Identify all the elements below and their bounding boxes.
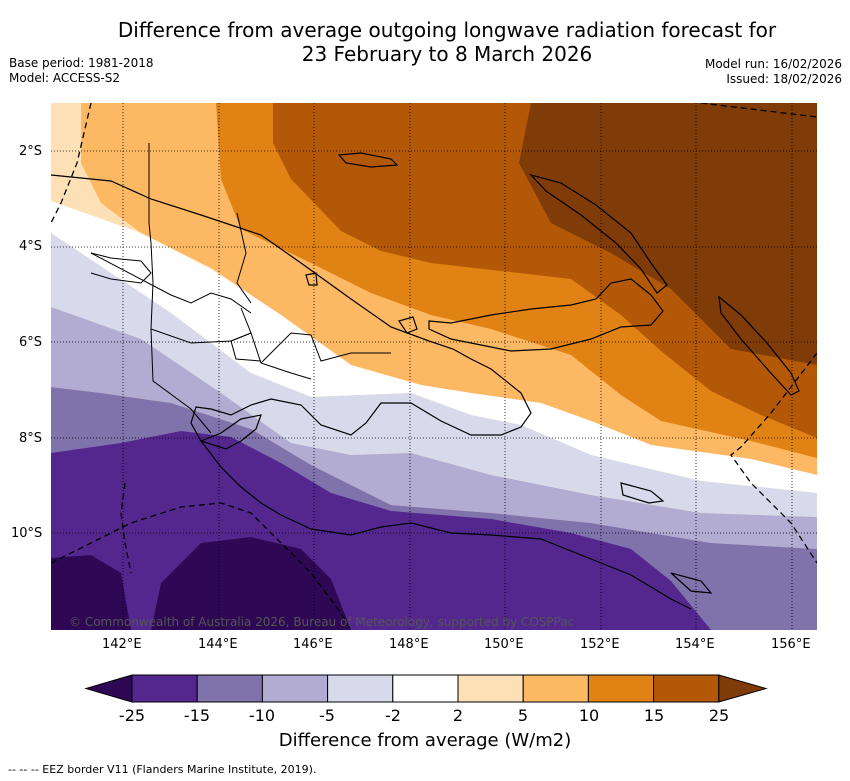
lon-label-146e: 146°E	[293, 637, 333, 652]
lon-label-152e: 152°E	[580, 637, 620, 652]
eez-border-torres	[120, 482, 132, 574]
cbar-tick-label: -2	[385, 706, 401, 725]
band-under-minus25-west	[51, 555, 131, 630]
lat-label-10s: 10°S	[11, 526, 43, 541]
cbar-tick-label: 25	[708, 706, 730, 725]
island-1	[398, 316, 418, 334]
olr-anomaly-map: © Commonwealth of Australia 2026, Bureau…	[51, 103, 817, 630]
lon-label-156e: 156°E	[771, 637, 811, 652]
colorbar-swatch	[131, 674, 198, 703]
lat-label-8s: 8°S	[19, 431, 43, 446]
province-line-4	[90, 252, 152, 284]
cbar-tick-label: 15	[643, 706, 665, 725]
colorbar-swatch	[522, 674, 589, 703]
cbar-tick-label: 2	[452, 706, 464, 725]
island-4	[670, 572, 713, 594]
copyright-note: © Commonwealth of Australia 2026, Bureau…	[69, 615, 574, 629]
chart-title: Difference from average outgoing longwav…	[0, 18, 850, 66]
new-britain-coast	[428, 278, 664, 352]
colorbar-swatch	[327, 674, 394, 703]
lon-label-144e: 144°E	[198, 637, 238, 652]
province-borders	[90, 143, 391, 434]
lat-label-2s: 2°S	[19, 144, 43, 159]
meta-right: Model run: 16/02/2026 Issued: 18/02/2026	[705, 57, 842, 87]
base-period: Base period: 1981-2018	[9, 56, 154, 70]
bougainville-coast	[718, 295, 800, 396]
fly-delta	[199, 414, 262, 450]
band-over-25	[519, 103, 817, 365]
lon-label-148e: 148°E	[389, 637, 429, 652]
cbar-tick-label: 5	[517, 706, 529, 725]
province-line-6	[260, 332, 391, 364]
colorbar-title: Difference from average (W/m2)	[278, 730, 572, 751]
colorbar-swatch	[196, 674, 263, 703]
title-line-1: Difference from average outgoing longwav…	[117, 18, 777, 42]
lon-label-142e: 142°E	[102, 637, 142, 652]
lon-label-154e: 154°E	[675, 637, 715, 652]
province-line-5	[236, 212, 252, 304]
cbar-tick-label: -5	[319, 706, 335, 725]
cbar-tick-label: -10	[248, 706, 276, 725]
colorbar-swatch	[587, 674, 655, 703]
band-minus2-to-minus5	[51, 233, 817, 517]
band-neutral	[51, 201, 817, 493]
eez-border-nw	[51, 103, 92, 224]
manus-coast	[337, 152, 399, 168]
meta-left: Base period: 1981-2018 Model: ACCESS-S2	[9, 56, 154, 86]
colorbar-extend-high	[718, 674, 768, 703]
colorbar-swatch	[457, 674, 524, 703]
cbar-tick-label: 10	[578, 706, 600, 725]
band-minus5-to-minus10	[51, 307, 817, 549]
title-line-2: 23 February to 8 March 2026	[301, 42, 593, 66]
model-name: Model: ACCESS-S2	[9, 71, 121, 85]
eez-borders	[51, 103, 817, 630]
lon-label-150e: 150°E	[484, 637, 524, 652]
colorbar-swatch	[261, 674, 329, 703]
island-2	[305, 272, 318, 286]
coastlines	[51, 152, 800, 610]
cbar-tick-label: -25	[118, 706, 146, 725]
eez-border-east	[730, 352, 817, 564]
colorbar-extend-low	[84, 674, 133, 703]
issued-date: Issued: 18/02/2026	[726, 72, 842, 86]
eez-footnote: -- -- -- EEZ border V11 (Flanders Marine…	[8, 763, 317, 776]
province-line-1	[90, 252, 252, 314]
border-png-indonesia	[148, 143, 212, 434]
new-guinea-coast	[51, 174, 692, 610]
cbar-tick-label: -15	[183, 706, 211, 725]
eez-border-south	[51, 502, 352, 630]
lat-label-6s: 6°S	[19, 335, 43, 350]
island-3	[620, 482, 665, 504]
new-ireland-coast	[529, 173, 668, 294]
colorbar-swatch	[392, 674, 459, 703]
graticule	[51, 103, 817, 630]
colorbar-swatch	[653, 674, 720, 703]
province-line-3	[230, 307, 262, 362]
band-under-minus25	[151, 537, 351, 630]
lat-label-4s: 4°S	[19, 239, 43, 254]
model-run: Model run: 16/02/2026	[704, 57, 842, 71]
